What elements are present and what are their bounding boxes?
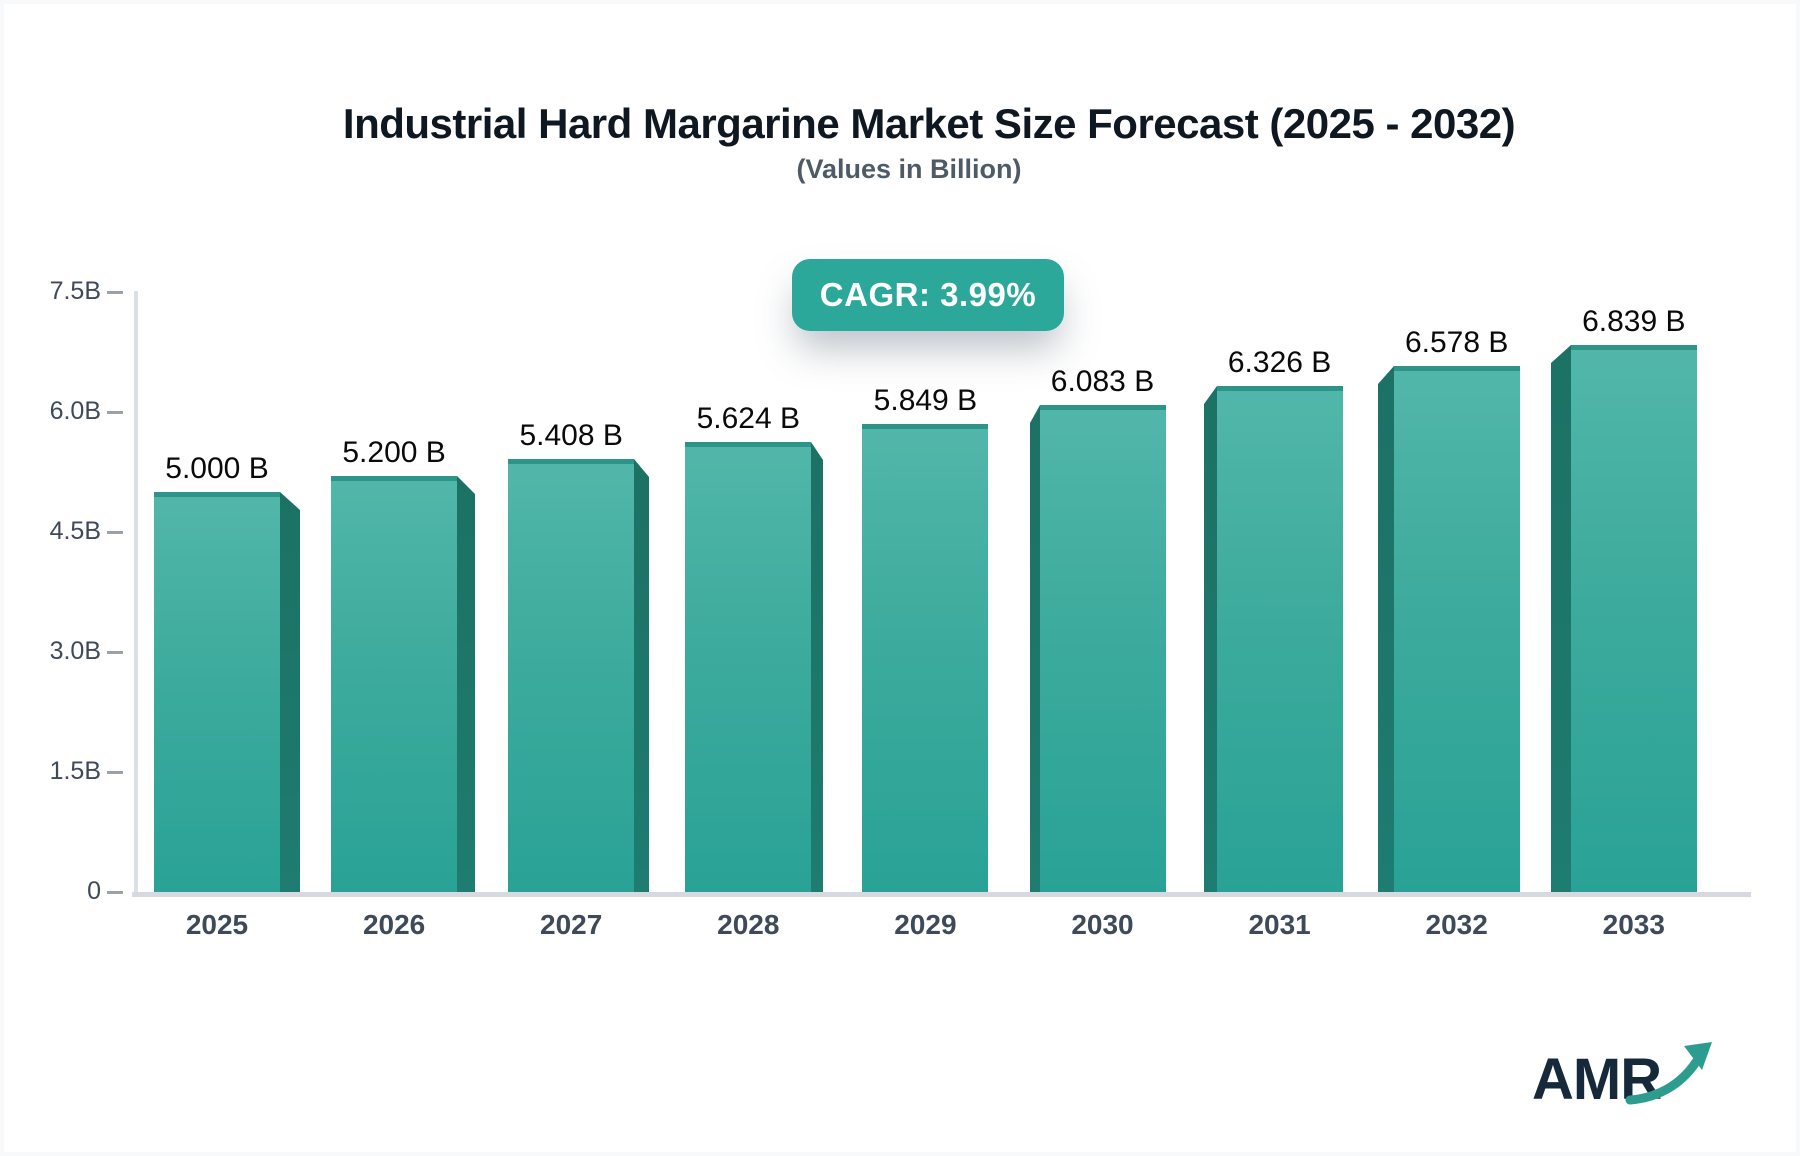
bar-2025[interactable]	[154, 492, 280, 892]
bar-value-label: 6.083 B	[1050, 365, 1155, 398]
x-axis-label-2029: 2029	[894, 909, 957, 940]
bar-side	[280, 492, 300, 892]
chart-title: Industrial Hard Margarine Market Size Fo…	[342, 100, 1516, 147]
y-axis-tick	[107, 650, 123, 654]
y-axis-label: 0	[87, 877, 101, 905]
y-axis-label: 1.5B	[49, 757, 101, 785]
bar-side	[1378, 366, 1394, 892]
x-axis-label-2027: 2027	[540, 909, 603, 940]
bar-2031[interactable]	[1217, 386, 1343, 892]
bar-side	[811, 442, 823, 892]
bar-side	[1551, 345, 1571, 892]
bar-top-edge	[331, 476, 457, 481]
bar-top-edge	[1394, 366, 1520, 371]
bar-2032[interactable]	[1394, 366, 1520, 892]
bar-value-label: 6.326 B	[1227, 346, 1332, 379]
x-axis-line	[132, 892, 1751, 897]
y-axis-tick	[107, 410, 123, 414]
x-axis-label-2033: 2033	[1602, 909, 1665, 940]
bar-2033[interactable]	[1571, 345, 1697, 892]
bar-value-label: 5.408 B	[519, 419, 623, 452]
bar-top-edge	[1571, 345, 1697, 350]
y-axis-tick	[107, 290, 123, 294]
bar-top-edge	[862, 424, 988, 429]
y-axis-tick	[107, 770, 123, 774]
bar-2027[interactable]	[508, 459, 634, 892]
cagr-badge: CAGR: 3.99%	[792, 259, 1064, 331]
y-axis-label: 7.5B	[49, 277, 101, 305]
bar-2026[interactable]	[331, 476, 457, 892]
x-axis-label-2031: 2031	[1248, 909, 1311, 940]
bar-2029[interactable]	[862, 424, 988, 892]
cagr-badge-label: CAGR: 3.99%	[819, 276, 1037, 313]
bar-value-label: 5.849 B	[873, 384, 978, 417]
amr-logo: AMR	[1532, 1036, 1732, 1126]
bar-2030[interactable]	[1040, 405, 1166, 892]
growth-arrow-icon	[1625, 1042, 1712, 1105]
y-axis-tick	[107, 530, 123, 534]
bar-value-label: 6.839 B	[1582, 305, 1686, 338]
chart-subtitle: (Values in Billion)	[796, 154, 1022, 184]
x-axis-label-2032: 2032	[1425, 909, 1488, 940]
bar-side	[457, 476, 475, 892]
x-axis-label-2025: 2025	[185, 909, 249, 940]
bar-side	[1030, 405, 1040, 892]
x-axis-label-2028: 2028	[717, 909, 780, 940]
bar-side	[1204, 386, 1217, 892]
bar-value-label: 5.000 B	[165, 452, 269, 485]
bar-top-edge	[1040, 405, 1166, 410]
bar-top-edge	[1217, 386, 1343, 391]
bar-value-label: 6.578 B	[1404, 326, 1509, 359]
bar-top-edge	[685, 442, 811, 447]
bar-value-label: 5.200 B	[342, 436, 446, 469]
bar-value-label: 5.624 B	[696, 402, 800, 435]
y-axis-label: 6.0B	[49, 397, 101, 425]
bar-top-edge	[508, 459, 634, 464]
y-axis-label: 3.0B	[49, 637, 101, 665]
x-axis-label-2030: 2030	[1071, 909, 1134, 940]
bar-side	[634, 459, 649, 892]
y-axis-line	[134, 291, 138, 897]
x-axis-label-2026: 2026	[362, 909, 426, 940]
bar-top-edge	[154, 492, 280, 497]
y-axis-tick	[107, 890, 123, 894]
bar-2028[interactable]	[685, 442, 811, 892]
y-axis-label: 4.5B	[49, 517, 101, 545]
